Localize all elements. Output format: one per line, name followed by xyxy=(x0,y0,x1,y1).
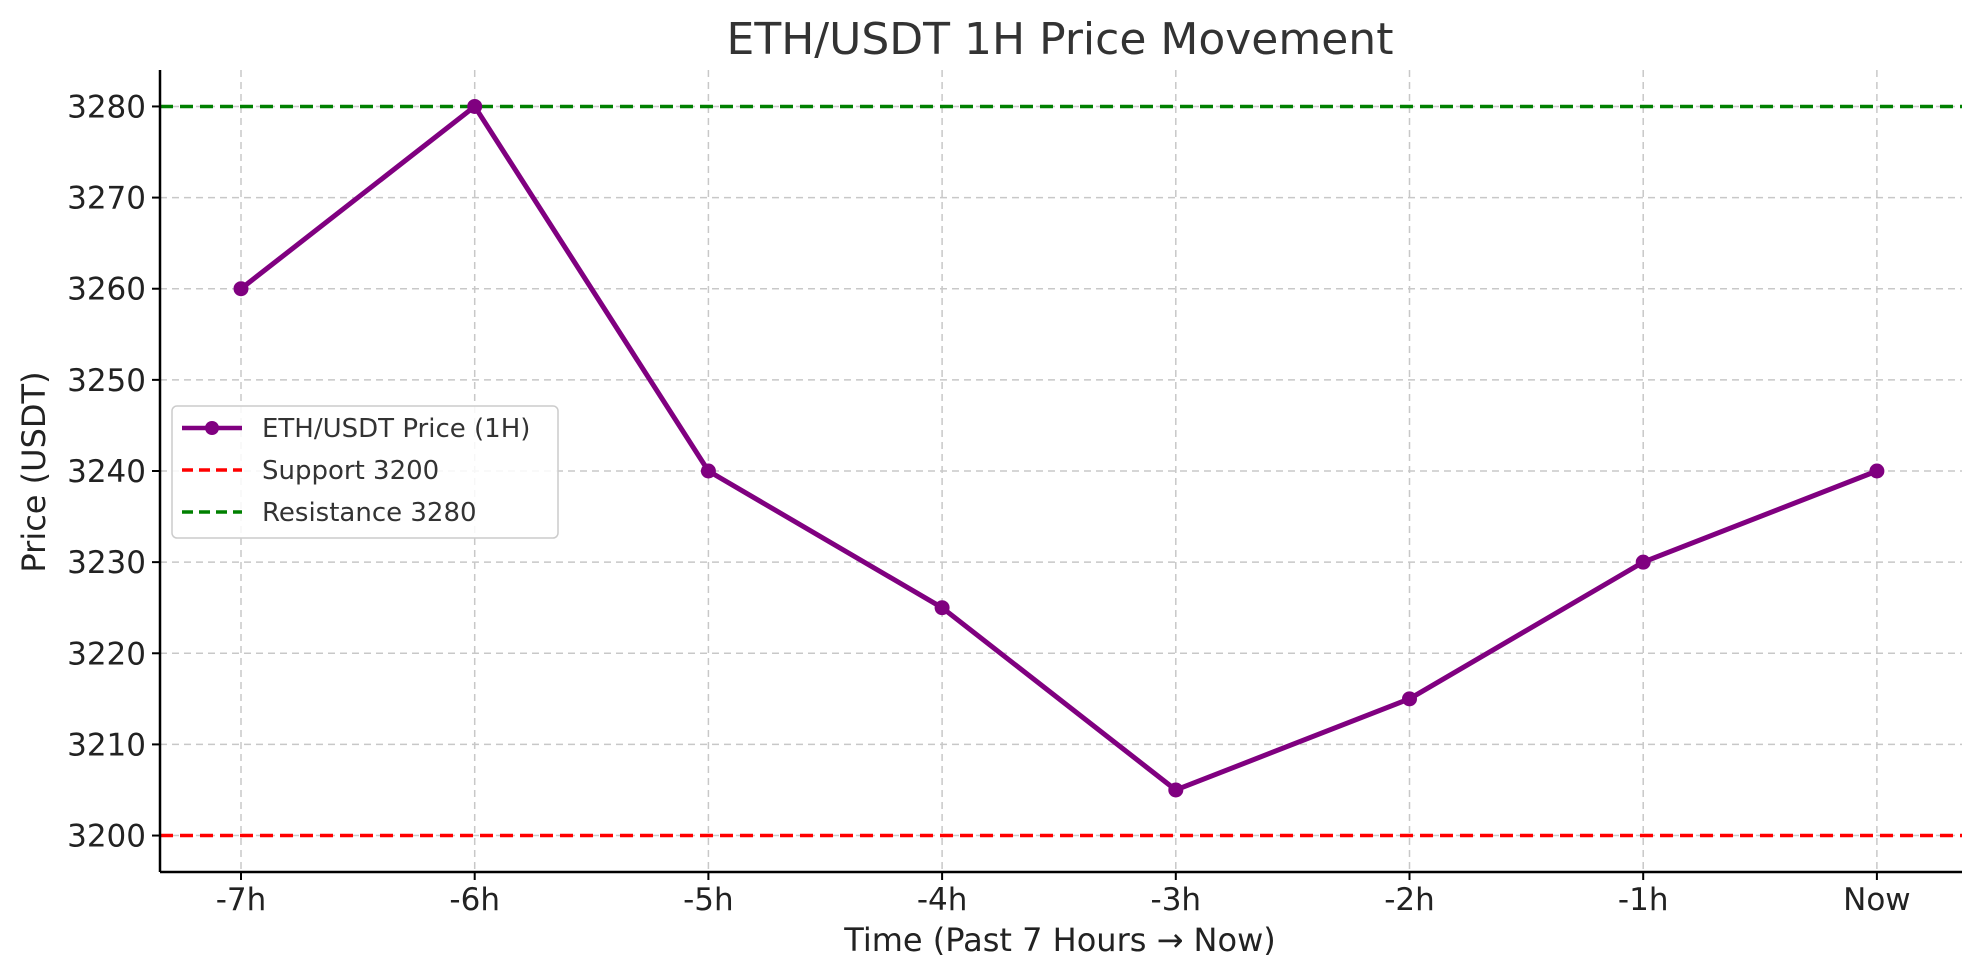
price-series-line xyxy=(239,103,1878,793)
price-data-point xyxy=(1168,782,1184,798)
legend-label-support: Support 3200 xyxy=(262,456,439,486)
y-tick-label: 3280 xyxy=(67,89,146,125)
y-tick-label: 3200 xyxy=(67,819,146,855)
x-tick-label: -3h xyxy=(1151,882,1202,918)
y-tick-label: 3270 xyxy=(67,181,146,217)
x-tick-label: -7h xyxy=(216,882,267,918)
legend-box xyxy=(171,405,559,539)
price-data-point xyxy=(1402,691,1417,707)
price-data-point xyxy=(700,463,716,479)
legend-label-resistance: Resistance 3280 xyxy=(262,498,477,528)
x-tick-label: -6h xyxy=(449,882,500,918)
price-data-point xyxy=(467,98,483,114)
series-layer xyxy=(233,98,1885,798)
y-tick-label: 3260 xyxy=(67,272,146,308)
legend-marker-price xyxy=(205,421,219,435)
chart-title: ETH/USDT 1H Price Movement xyxy=(727,14,1394,65)
price-data-point xyxy=(1869,463,1885,479)
y-tick-label: 3230 xyxy=(67,545,146,581)
x-tick-label: -5h xyxy=(683,882,734,918)
price-data-point xyxy=(934,600,950,616)
x-tick-label: -2h xyxy=(1384,882,1435,918)
y-tick-label: 3240 xyxy=(67,454,146,490)
legend: ETH/USDT Price (1H) Support 3200 Resista… xyxy=(171,405,559,539)
y-axis-label: Price (USDT) xyxy=(15,371,53,572)
legend-label-price: ETH/USDT Price (1H) xyxy=(262,414,530,444)
y-tick-label: 3250 xyxy=(67,363,146,399)
x-tick-label: -4h xyxy=(917,882,968,918)
x-tick-label: -1h xyxy=(1618,882,1669,918)
x-ticks: -7h -6h -5h -4h -3h -2h -1h Now xyxy=(216,872,1911,918)
x-axis-label: Time (Past 7 Hours → Now) xyxy=(843,921,1275,959)
y-ticks: 3200 3210 3220 3230 3240 3250 3260 3270 3280 xyxy=(67,89,160,855)
price-data-point xyxy=(233,281,249,297)
price-data-point xyxy=(1635,554,1651,570)
x-tick-label: Now xyxy=(1843,882,1911,918)
y-tick-label: 3210 xyxy=(67,727,146,763)
reference-lines xyxy=(160,104,1962,838)
y-tick-label: 3220 xyxy=(67,636,146,672)
